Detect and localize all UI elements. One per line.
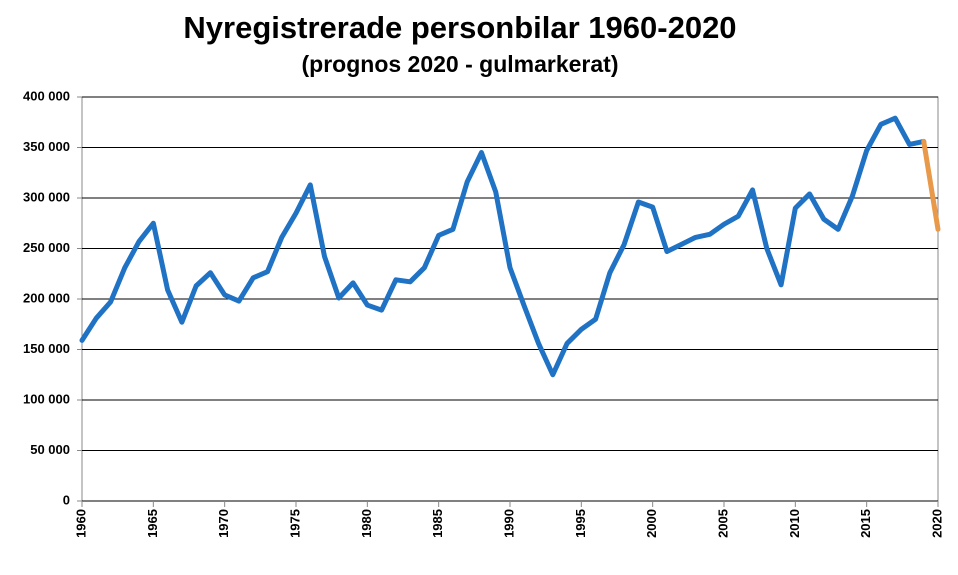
y-tick-label: 150 000 [23, 341, 70, 356]
x-tick-label: 1975 [287, 509, 302, 538]
x-tick-label: 1970 [216, 509, 231, 538]
x-tick-label: 2020 [929, 509, 944, 538]
y-tick-label: 100 000 [23, 391, 70, 406]
y-tick-label: 250 000 [23, 240, 70, 255]
y-tick-label: 350 000 [23, 139, 70, 154]
x-tick-label: 1960 [73, 509, 88, 538]
y-tick-label: 0 [63, 492, 70, 507]
x-tick-label: 2015 [858, 509, 873, 538]
data-line [921, 138, 941, 232]
y-tick-label: 400 000 [23, 88, 70, 103]
x-tick-label: 2010 [787, 509, 802, 538]
x-tick-label: 1965 [145, 509, 160, 538]
y-tick-label: 200 000 [23, 290, 70, 305]
x-tick-label: 1985 [430, 509, 445, 538]
data-line [79, 115, 927, 378]
x-tick-label: 2000 [644, 509, 659, 538]
x-tick-label: 2005 [715, 509, 730, 538]
chart-subtitle: (prognos 2020 - gulmarkerat) [302, 51, 619, 77]
y-tick-label: 300 000 [23, 189, 70, 204]
chart-title: Nyregistrerade personbilar 1960-2020 [183, 10, 736, 45]
x-tick-label: 1980 [359, 509, 374, 538]
x-tick-label: 1990 [501, 509, 516, 538]
y-tick-label: 50 000 [30, 442, 70, 457]
x-tick-label: 1995 [573, 509, 588, 538]
